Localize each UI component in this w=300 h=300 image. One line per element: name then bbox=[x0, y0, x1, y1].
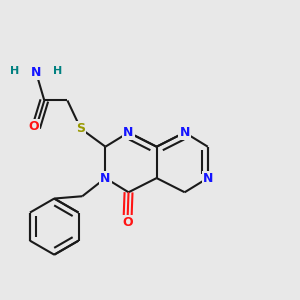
Text: N: N bbox=[100, 172, 111, 184]
Text: O: O bbox=[122, 216, 133, 229]
Text: H: H bbox=[53, 66, 62, 76]
Text: N: N bbox=[179, 126, 190, 139]
Text: H: H bbox=[10, 66, 19, 76]
Text: O: O bbox=[28, 120, 39, 134]
Text: N: N bbox=[31, 66, 41, 79]
Text: S: S bbox=[76, 122, 85, 135]
Text: N: N bbox=[202, 172, 213, 184]
Text: N: N bbox=[123, 126, 134, 139]
